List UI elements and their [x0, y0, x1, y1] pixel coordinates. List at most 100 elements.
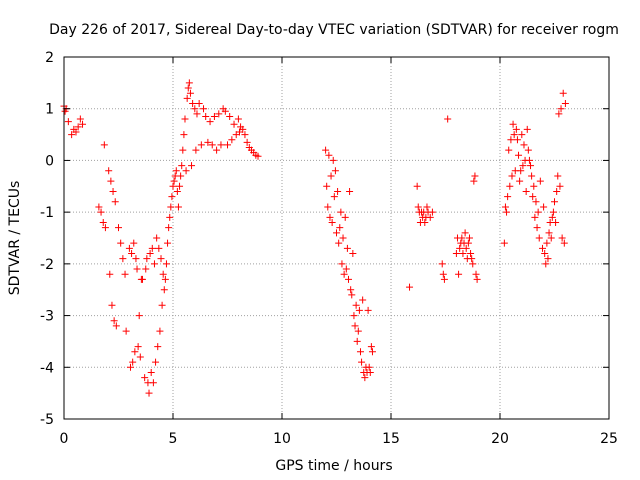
data-point [228, 136, 236, 144]
data-point [149, 379, 157, 387]
data-point [525, 156, 533, 164]
data-point [459, 250, 467, 258]
data-point [413, 182, 421, 190]
data-point [204, 138, 212, 146]
data-point [406, 283, 414, 291]
data-point [455, 270, 463, 278]
data-point [138, 275, 146, 283]
data-point [239, 125, 247, 133]
data-point [506, 182, 514, 190]
data-point [327, 172, 335, 180]
data-point [469, 260, 477, 268]
data-point [368, 348, 376, 356]
data-point [353, 337, 361, 345]
data-point [540, 203, 548, 211]
data-point [473, 275, 481, 283]
data-point [179, 146, 187, 154]
data-point [181, 115, 189, 123]
data-point [520, 141, 528, 149]
data-point [169, 182, 177, 190]
data-point [197, 141, 205, 149]
data-point [193, 110, 201, 118]
data-point [107, 177, 115, 185]
data-point [226, 112, 234, 120]
y-tick-label: -3 [40, 309, 54, 325]
x-axis-label: GPS time / hours [275, 458, 392, 474]
data-point [130, 239, 138, 247]
data-point [167, 203, 175, 211]
data-point [465, 234, 473, 242]
data-point [134, 343, 142, 351]
data-point [522, 187, 530, 195]
data-point [513, 136, 521, 144]
y-tick-label: 1 [45, 102, 54, 118]
data-point [334, 187, 342, 195]
data-point [501, 203, 509, 211]
data-point [108, 301, 116, 309]
data-point [186, 89, 194, 97]
data-point [202, 112, 210, 120]
data-point [505, 146, 513, 154]
data-point [558, 234, 566, 242]
data-point [343, 244, 351, 252]
data-point [153, 234, 161, 242]
data-point [112, 322, 120, 330]
data-point [337, 208, 345, 216]
data-point [322, 146, 330, 154]
y-tick-label: -4 [40, 360, 54, 376]
data-point [444, 115, 452, 123]
data-point [135, 312, 143, 320]
data-point [174, 203, 182, 211]
data-point [530, 182, 538, 190]
data-point [131, 348, 139, 356]
data-point [328, 218, 336, 226]
data-point [119, 255, 127, 263]
chart-title: Day 226 of 2017, Sidereal Day-to-day VTE… [49, 22, 619, 38]
data-point [472, 270, 480, 278]
data-point [141, 374, 149, 382]
data-point [421, 218, 429, 226]
data-point [365, 363, 373, 371]
data-point [354, 327, 362, 335]
data-point [215, 110, 223, 118]
data-point [352, 301, 360, 309]
data-point [561, 100, 569, 108]
data-point [542, 260, 550, 268]
y-tick-label: 0 [45, 153, 54, 169]
data-point [440, 275, 448, 283]
y-tick-label: -5 [40, 412, 54, 428]
data-point [529, 193, 537, 201]
data-point [99, 218, 107, 226]
data-point [355, 306, 363, 314]
data-point [458, 234, 466, 242]
data-point [323, 182, 331, 190]
data-point [325, 151, 333, 159]
data-point [148, 244, 156, 252]
data-point [509, 120, 517, 128]
y-tick-label: -1 [40, 205, 54, 221]
data-point [125, 244, 133, 252]
x-tick-label: 25 [600, 431, 618, 447]
data-point [230, 120, 238, 128]
data-point [541, 250, 549, 258]
data-point [414, 203, 422, 211]
data-point [536, 177, 544, 185]
y-tick-label: -2 [40, 257, 54, 273]
data-point [554, 172, 562, 180]
data-point [531, 213, 539, 221]
data-point [145, 389, 153, 397]
data-point [324, 203, 332, 211]
data-point [165, 224, 173, 232]
data-point [121, 270, 129, 278]
data-point [559, 89, 567, 97]
data-point [500, 239, 508, 247]
data-point [366, 368, 374, 376]
data-point [152, 358, 160, 366]
data-point [361, 374, 369, 382]
data-point [97, 208, 105, 216]
y-tick-label: 2 [45, 50, 54, 66]
data-point [535, 234, 543, 242]
data-point [185, 79, 193, 87]
